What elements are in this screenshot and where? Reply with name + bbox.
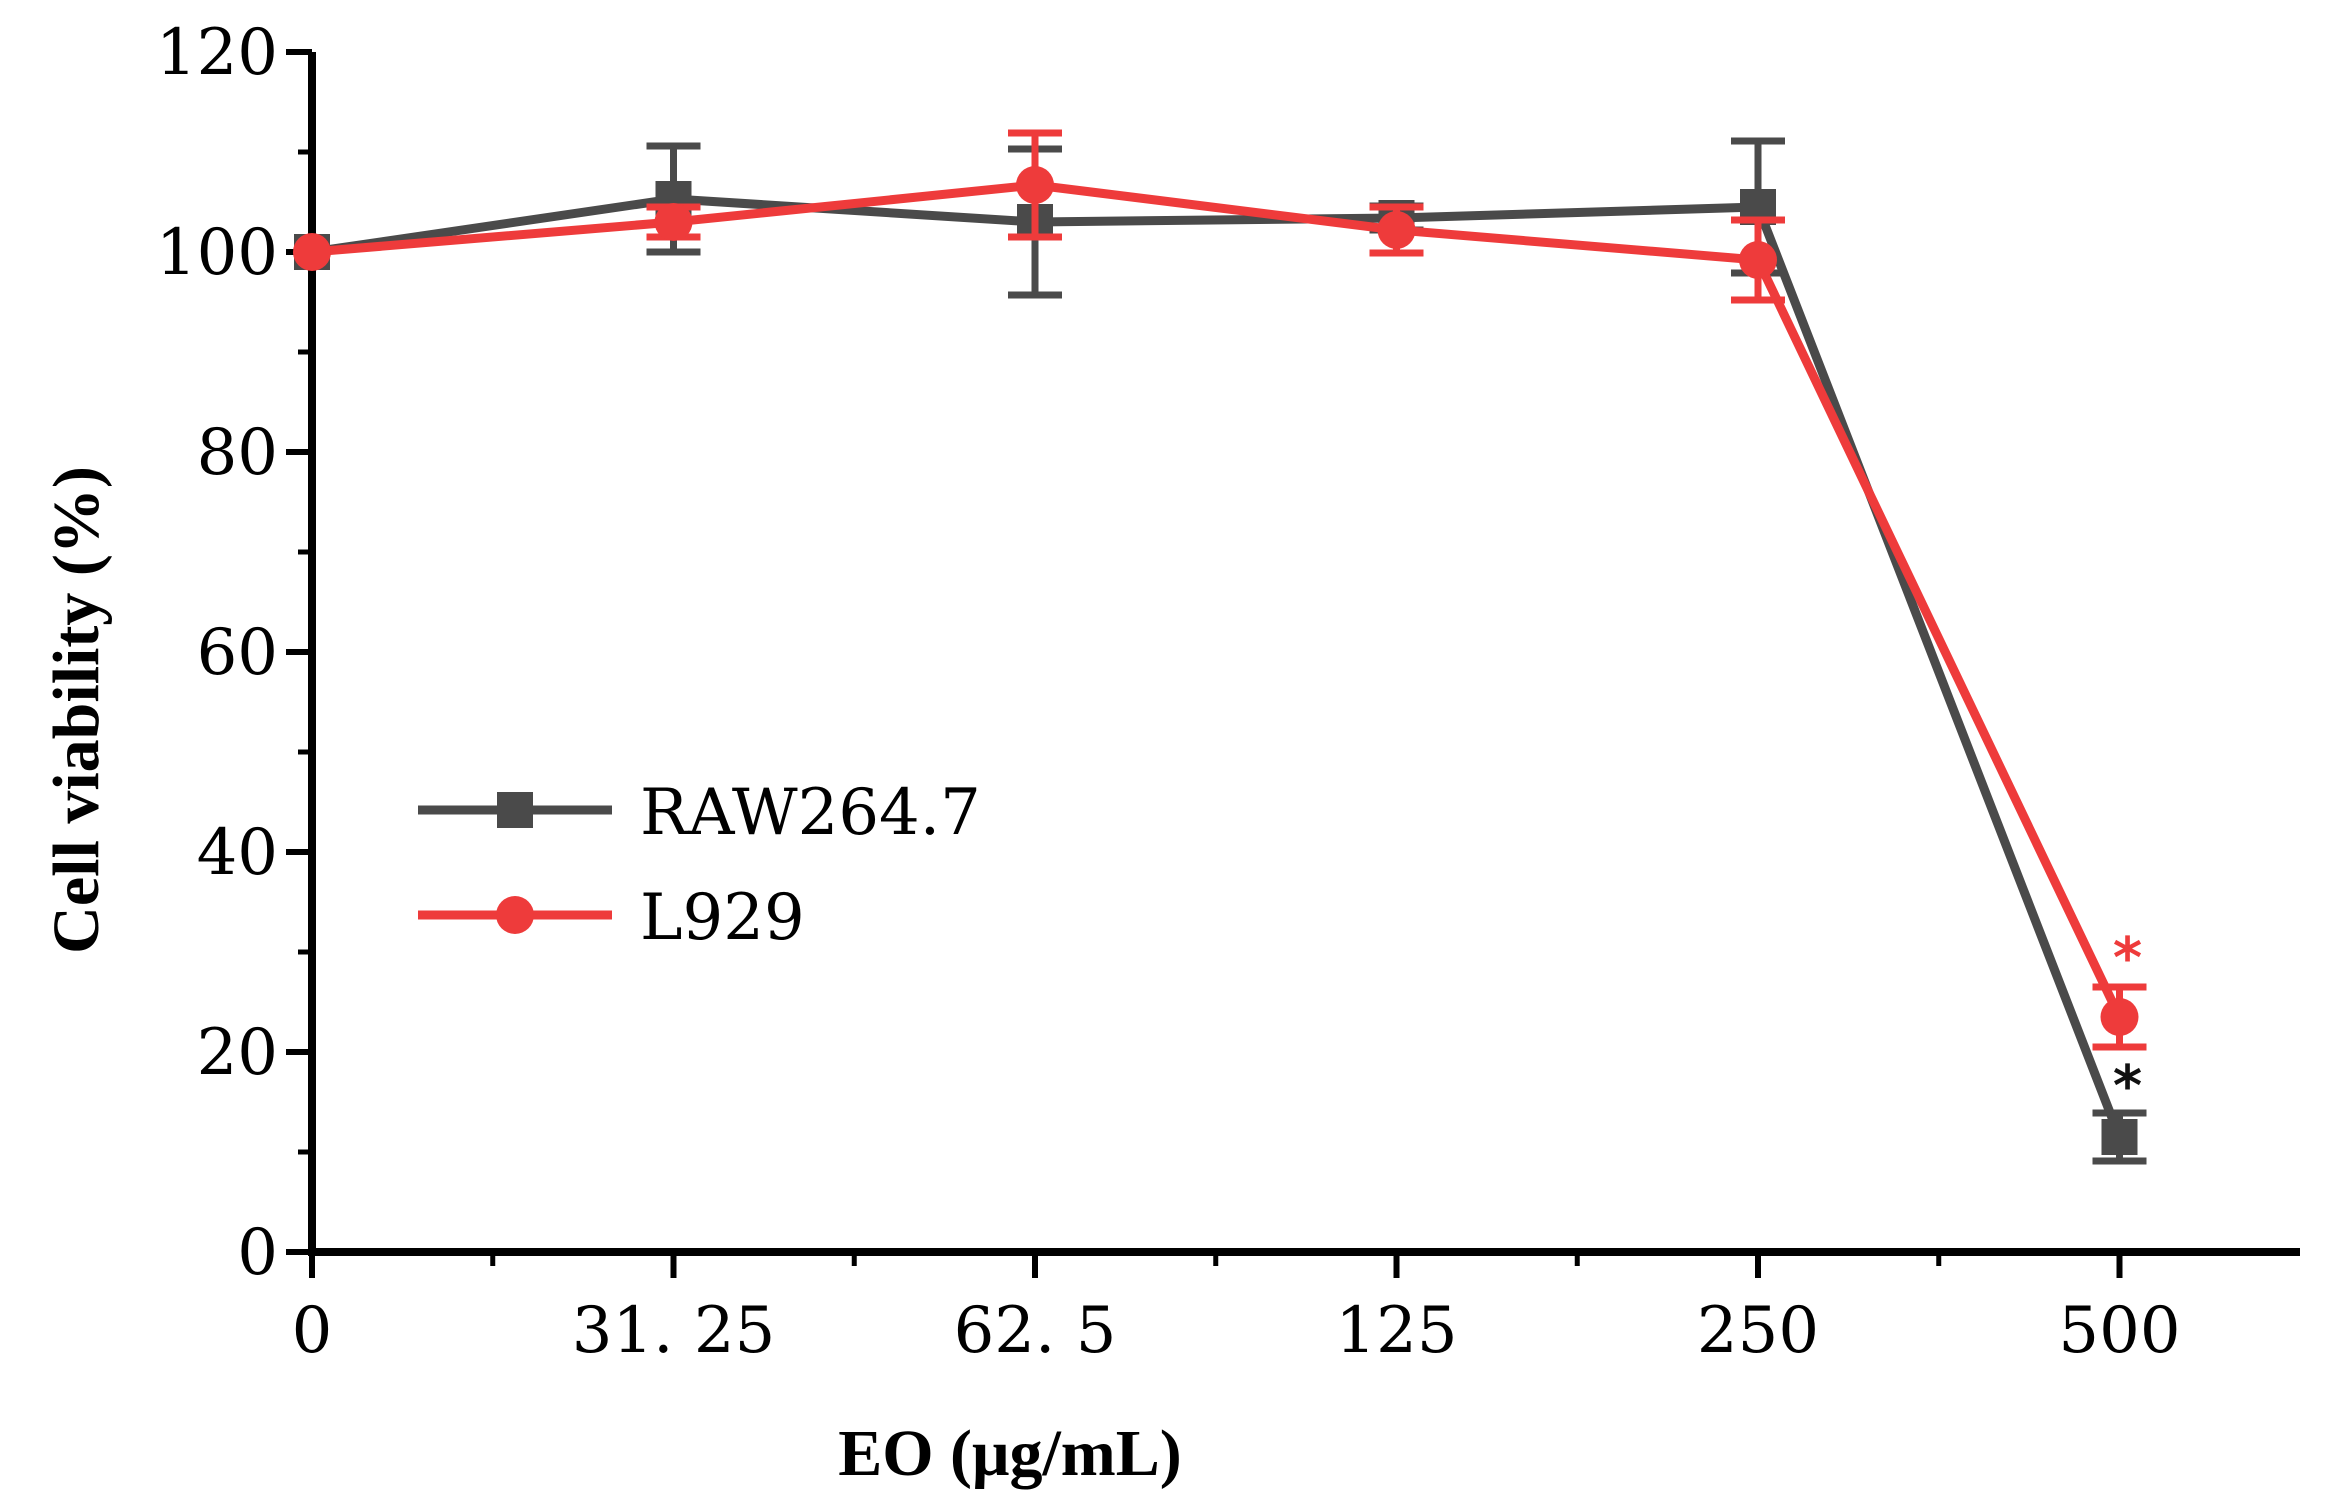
legend-label-l929: L929 [640,881,805,955]
series-layer [293,129,2147,1165]
legend-marker-raw264-7 [497,792,533,828]
series-line-raw264-7 [311,194,2124,1139]
series-l929 [293,129,2147,1051]
point-l929-2 [1016,166,1054,204]
x-tick-label-5: 500 [2058,1294,2180,1368]
x-axis-title: EO (μg/mL) [838,1417,1182,1490]
point-l929-4 [1739,241,1777,279]
x-tick-label-2: 62. 5 [954,1294,1117,1368]
y-tick-label-100: 100 [156,216,278,290]
y-tick-label-80: 80 [197,416,278,490]
annotation-layer: ** [2113,926,2142,1119]
x-tick-label-0: 0 [292,1294,333,1368]
y-tick-label-20: 20 [197,1016,278,1090]
point-l929-5 [2100,998,2139,1036]
y-tick-label-60: 60 [197,616,278,690]
series-raw264-7 [294,137,2147,1165]
point-l929-3 [1377,211,1416,249]
significance-marker-0: * [2113,926,2142,991]
point-l929-0 [293,233,331,271]
x-axis-ticks: 0 31. 25 62. 5 125 250 500 [292,1252,2181,1368]
x-tick-label-3: 125 [1335,1294,1457,1368]
axes [308,52,2300,1256]
point-l929-1 [654,203,693,241]
legend-marker-l929 [496,896,534,934]
significance-marker-1: * [2113,1054,2142,1119]
y-axis-ticks: 0 20 40 60 80 100 120 [156,16,312,1290]
point-raw264-7-5 [2101,1119,2138,1155]
legend: RAW264.7 L929 [418,776,981,955]
y-tick-label-0: 0 [237,1216,278,1290]
series-line-l929 [311,180,2124,1019]
x-tick-label-4: 250 [1697,1294,1819,1368]
legend-label-raw264-7: RAW264.7 [640,776,981,850]
y-axis-title: Cell viability (%) [40,466,113,954]
x-tick-label-1: 31. 25 [572,1294,776,1368]
y-tick-label-40: 40 [197,816,278,890]
y-tick-label-120: 120 [156,16,278,90]
